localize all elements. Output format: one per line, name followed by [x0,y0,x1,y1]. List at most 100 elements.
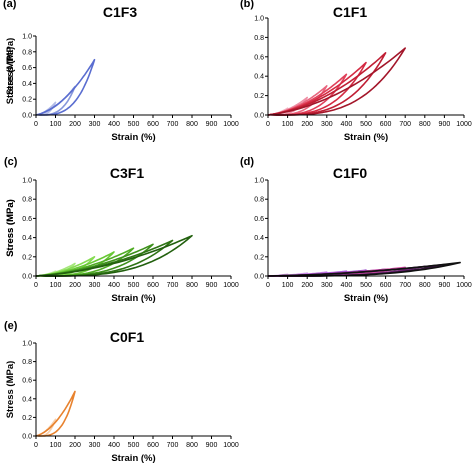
y-tick-label: 0.0 [254,113,264,120]
x-tick-label: 700 [399,282,411,289]
x-axis-label: Strain (%) [111,453,155,464]
x-tick-label: 500 [128,442,140,449]
y-tick-label: 0.8 [254,197,264,204]
x-tick-label: 300 [89,121,101,128]
x-tick-label: 100 [50,121,62,128]
x-tick-label: 100 [282,282,294,289]
x-tick-label: 900 [439,282,451,289]
series-loop-1 [35,85,76,116]
plot-area [35,390,76,437]
y-tick-label: 1.0 [22,34,32,41]
y-tick-label: 0.4 [22,235,32,242]
x-tick-label: 1000 [223,282,239,289]
x-tick-label: 200 [69,121,81,128]
x-tick-label: 300 [321,121,333,128]
x-tick-label: 900 [439,121,451,128]
x-tick-label: 100 [50,282,62,289]
plot-area [267,261,461,277]
x-tick-label: 500 [360,282,372,289]
x-tick-label: 800 [186,442,198,449]
y-tick-label: 0.2 [22,254,32,261]
series-loop-7 [35,234,193,277]
x-tick-label: 600 [147,442,159,449]
panel-label: (b) [240,0,254,10]
x-tick-label: 200 [301,121,313,128]
y-tick-label: 0.0 [22,274,32,281]
y-tick-label: 0.4 [22,396,32,403]
x-tick-label: 500 [128,121,140,128]
chart-panel-a: 0 100 200 300 400 500 600 700 800 900 1000 0.0 0.2 0.… [3,0,239,143]
x-tick-label: 800 [419,282,431,289]
plot-area [35,58,96,116]
x-tick-label: 900 [206,121,218,128]
panel-label: (a) [3,0,17,10]
x-tick-label: 700 [399,121,411,128]
y-tick-label: 0.8 [22,49,32,56]
x-tick-label: 800 [419,121,431,128]
y-tick-label: 0.4 [254,235,264,242]
x-tick-label: 100 [50,442,62,449]
x-tick-label: 400 [108,282,120,289]
y-tick-label: 0.0 [22,113,32,120]
y-tick-label: 0.6 [254,216,264,223]
panel-label: (e) [4,320,18,332]
x-tick-label: 500 [360,121,372,128]
y-axis-label: Stress (MPa) [5,47,16,105]
y-tick-label: 0.2 [22,415,32,422]
series-loop-6 [267,47,407,116]
x-tick-label: 0 [266,121,270,128]
x-tick-label: 0 [266,282,270,289]
plot-area [267,47,407,116]
y-axis-label: Stress (MPa) [5,199,16,257]
x-tick-label: 300 [89,282,101,289]
y-tick-label: 0.2 [22,97,32,104]
chart-title: C0F1 [110,329,144,345]
x-tick-label: 400 [341,282,353,289]
y-tick-label: 0.4 [22,81,32,88]
x-tick-label: 900 [206,442,218,449]
x-tick-label: 400 [341,121,353,128]
y-tick-label: 0.0 [254,274,264,281]
x-axis-label: Strain (%) [111,132,155,143]
y-tick-label: 0.4 [254,74,264,81]
x-tick-label: 0 [34,282,38,289]
x-tick-label: 300 [89,442,101,449]
y-tick-label: 0.6 [254,54,264,61]
x-tick-label: 0 [34,121,38,128]
chart-panel-e: 0 100 200 300 400 500 600 700 800 900 1000 0.0 0.2 0.… [4,320,239,464]
x-tick-label: 700 [167,282,179,289]
x-tick-label: 1000 [223,121,239,128]
x-tick-label: 300 [321,282,333,289]
panel-label: (c) [4,156,18,168]
y-tick-label: 0.8 [254,35,264,42]
x-tick-label: 800 [186,121,198,128]
x-tick-label: 100 [282,121,294,128]
y-axis-label: Stress (MPa) [5,199,16,257]
x-tick-label: 600 [380,282,392,289]
x-tick-label: 200 [301,282,313,289]
chart-title: C1F0 [333,165,367,181]
panel-label: (d) [240,156,254,168]
y-tick-label: 1.0 [254,178,264,185]
x-tick-label: 800 [186,282,198,289]
y-tick-label: 0.6 [22,65,32,72]
y-tick-label: 0.6 [22,378,32,385]
series-loop-1 [35,390,76,437]
x-tick-label: 500 [128,282,140,289]
chart-panel-d: 0 100 200 300 400 500 600 700 800 900 10000.00.20.… [5,156,472,304]
x-tick-label: 400 [108,121,120,128]
y-tick-label: 0.2 [254,254,264,261]
x-tick-label: 700 [167,442,179,449]
chart-panel-c: 0 100 200 300 400 500 600 700 800 900 1000 0.0 0.2 0.… [4,156,239,304]
x-tick-label: 1000 [456,121,472,128]
y-tick-label: 0.6 [22,216,32,223]
y-tick-label: 0.8 [22,359,32,366]
chart-title: C1F3 [103,4,137,20]
x-axis-label: Strain (%) [344,293,388,304]
chart-title: C1F1 [333,4,367,20]
x-axis-label: Strain (%) [344,132,388,143]
x-tick-label: 400 [108,442,120,449]
y-tick-label: 0.2 [254,93,264,100]
x-axis-label: Strain (%) [111,293,155,304]
